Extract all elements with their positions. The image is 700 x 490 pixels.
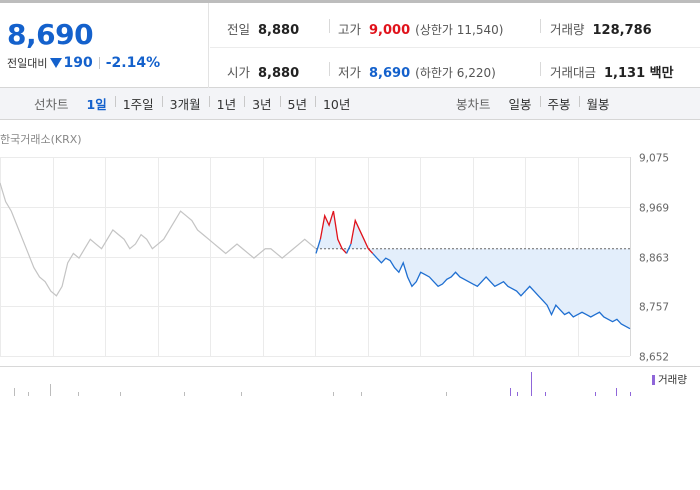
volume-legend-label: 거래량 xyxy=(658,374,687,386)
candle-tab-2[interactable]: 월봉 xyxy=(578,94,618,113)
period-tab-6[interactable]: 10년 xyxy=(314,94,358,113)
change-percent: -2.14% xyxy=(105,55,161,71)
today-line-down xyxy=(315,239,321,254)
today-line-down xyxy=(345,243,352,254)
stat-value: 8,880 xyxy=(258,23,300,38)
stat-volume: 거래량 128,786 xyxy=(550,19,652,38)
divider xyxy=(98,57,100,69)
stat-value: 1,131 백만 xyxy=(604,66,674,81)
stat-label: 거래대금 xyxy=(550,65,597,80)
stat-label: 저가 xyxy=(338,65,362,80)
stat-value: 9,000 xyxy=(369,23,411,38)
stat-value: 8,690 xyxy=(369,66,411,81)
line-chart-periods: 선차트 1일 1주일 3개월 1년 3년 5년 10년 xyxy=(34,88,358,119)
candle-tab-1[interactable]: 주봉 xyxy=(539,94,579,113)
lower-limit: (하한가 6,220) xyxy=(415,66,496,80)
volume-swatch xyxy=(652,374,655,385)
candle-chart-periods: 봉차트 일봉 주봉 월봉 xyxy=(456,88,618,119)
divider xyxy=(329,62,330,76)
divider xyxy=(329,19,330,33)
stat-label: 거래량 xyxy=(550,22,585,37)
candle-chart-label: 봉차트 xyxy=(456,97,491,112)
stat-label: 시가 xyxy=(227,65,251,80)
period-selector-bar: 선차트 1일 1주일 3개월 1년 3년 5년 10년 봉차트 일봉 주봉 월봉 xyxy=(0,88,700,120)
y-tick-label: 9,075 xyxy=(639,153,669,165)
stat-low: 저가 8,690 (하한가 6,220) xyxy=(338,62,496,81)
today-line-down xyxy=(372,253,631,330)
down-triangle-icon xyxy=(50,58,63,68)
data-source: 한국거래소(KRX) xyxy=(0,133,82,146)
stat-label: 고가 xyxy=(338,22,362,37)
previous-day-line xyxy=(0,182,317,297)
period-tab-4[interactable]: 3년 xyxy=(244,94,279,113)
y-tick-label: 8,757 xyxy=(639,302,669,314)
y-tick-label: 8,969 xyxy=(639,203,669,215)
today-line-up xyxy=(350,218,374,254)
period-tab-3[interactable]: 1년 xyxy=(208,94,244,113)
period-tab-2[interactable]: 3개월 xyxy=(161,94,209,113)
stat-value: 8,880 xyxy=(258,66,300,81)
divider xyxy=(540,19,541,33)
price-change: 전일대비 190 -2.14% xyxy=(7,55,160,71)
volume-legend: 거래량 xyxy=(652,372,687,387)
candle-tab-0[interactable]: 일봉 xyxy=(508,97,532,112)
y-tick-label: 8,863 xyxy=(639,253,669,265)
upper-limit: (상한가 11,540) xyxy=(415,23,504,37)
period-tab-0[interactable]: 1일 xyxy=(86,97,107,112)
y-tick-label: 8,652 xyxy=(639,352,669,364)
period-tab-5[interactable]: 5년 xyxy=(279,94,315,113)
line-chart-label: 선차트 xyxy=(34,97,69,112)
period-tab-1[interactable]: 1주일 xyxy=(114,94,162,113)
stat-open: 시가 8,880 xyxy=(227,62,299,81)
area-fill xyxy=(316,211,630,329)
change-label: 전일대비 xyxy=(7,57,48,70)
today-line-up xyxy=(319,210,348,254)
change-amount: 190 xyxy=(63,55,93,71)
current-price-box: 8,690 전일대비 190 -2.14% xyxy=(0,3,209,88)
stat-value: 128,786 xyxy=(592,23,652,38)
current-price: 8,690 xyxy=(7,18,94,51)
quote-summary: 8,690 전일대비 190 -2.14% 전일 8,880 시가 8,880 … xyxy=(0,0,700,88)
divider xyxy=(210,47,700,48)
stat-high: 고가 9,000 (상한가 11,540) xyxy=(338,19,503,38)
stat-trade-value: 거래대금 1,131 백만 xyxy=(550,62,674,81)
divider xyxy=(540,62,541,76)
stat-label: 전일 xyxy=(227,22,251,37)
stat-prev-close: 전일 8,880 xyxy=(227,19,299,38)
intraday-price-chart: 9,075 8,969 8,863 8,757 8,652 xyxy=(0,153,700,396)
